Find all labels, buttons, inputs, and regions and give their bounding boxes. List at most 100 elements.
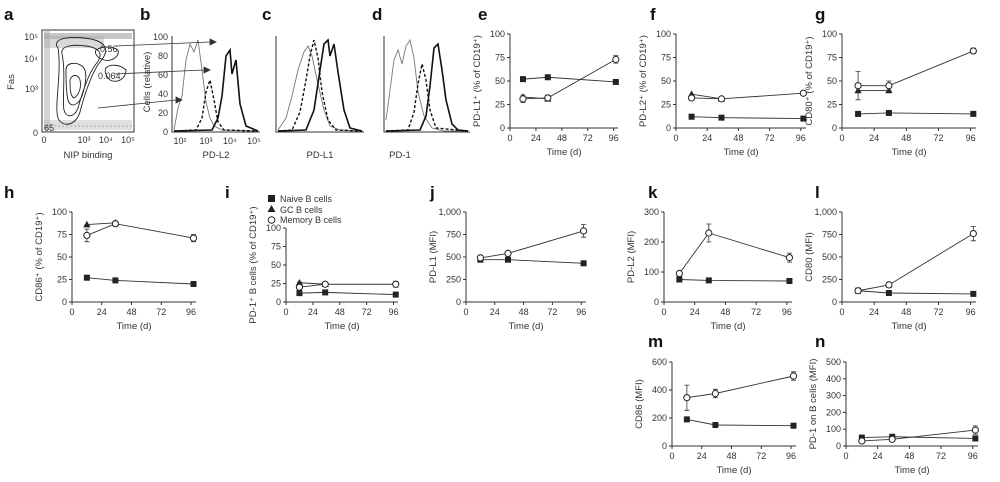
- panel-c-axes: [275, 36, 364, 133]
- panel-letter-j: j: [429, 183, 435, 202]
- panel-j-line-chart: 0 250 500 750 1,000 0 24 48 72 96 Time (d) PD-L1 (M…: [428, 207, 588, 332]
- panel-l-ytick-label: 0: [832, 297, 837, 307]
- panel-h-ytick-label: 50: [57, 252, 67, 262]
- panel-letter-g: g: [815, 5, 825, 24]
- panel-i-series-line: [299, 282, 326, 285]
- panel-j-xtick-label: 96: [576, 307, 586, 317]
- panel-m-xtick-label: 72: [756, 451, 766, 461]
- panel-n-ytick-label: 200: [826, 407, 841, 417]
- panel-b-ytick: 100: [153, 32, 168, 42]
- panel-m-xtick-label: 96: [786, 451, 796, 461]
- panel-i-ytick-label: 75: [271, 242, 281, 252]
- panel-d-axes: [383, 36, 470, 133]
- panel-k-point-naive: [786, 278, 793, 284]
- panel-h-point-memory: [83, 231, 91, 239]
- panel-l-ytick-label: 500: [822, 252, 837, 262]
- panel-j-ytick-label: 0: [456, 297, 461, 307]
- panel-a-xtick: 10⁵: [121, 135, 135, 145]
- panel-m-xtick-label: 48: [727, 451, 737, 461]
- panel-m-ylabel: CD86 (MFI): [634, 379, 645, 429]
- panel-b-thin-trace: [173, 39, 259, 132]
- legend-label-naive: Naive B cells: [280, 194, 333, 204]
- panel-b-xlabel: PD-L2: [203, 150, 230, 161]
- panel-n-series-line: [861, 429, 976, 442]
- panel-g-ytick-label: 100: [822, 29, 837, 39]
- panel-h-point-memory: [189, 234, 198, 242]
- panel-a-contour-plot: 0.56 0.064 65 0 10³ 10⁴ 10⁵ 0 10³ 10⁴ 10…: [6, 29, 135, 161]
- panel-g-ylabel: CD80⁺ (% of CD19⁺): [804, 36, 815, 125]
- panel-g-point-naive: [885, 109, 892, 116]
- panel-d-xlabel: PD-1: [389, 150, 411, 161]
- panel-b-ytick: 0: [163, 127, 168, 137]
- panel-k-ytick-label: 300: [644, 207, 659, 217]
- panel-i-ytick-label: 100: [266, 223, 281, 233]
- panel-e-xtick-label: 48: [557, 133, 567, 143]
- panel-j-point-memory: [580, 227, 588, 235]
- panel-m-ytick-label: 200: [652, 413, 667, 423]
- panel-a-xtick: 10³: [77, 135, 90, 145]
- panel-k-point-memory: [785, 254, 794, 262]
- panel-l-xtick-label: 0: [839, 307, 844, 317]
- panel-e-ytick-label: 0: [500, 123, 505, 133]
- panel-l-ylabel: CD80 (MFI): [804, 232, 815, 282]
- panel-b-ylabel: Cells (relative): [142, 52, 153, 113]
- panel-f-ylabel: PD-L2⁺ (% of CD19⁺): [638, 35, 649, 127]
- panel-j-point-memory: [504, 249, 512, 257]
- panel-g-point-naive: [970, 110, 977, 117]
- panel-a-contours: [56, 37, 127, 125]
- panel-m-point-memory: [683, 394, 691, 402]
- panel-h-ytick-label: 75: [57, 230, 67, 240]
- panel-f-point-naive: [718, 114, 725, 121]
- legend-marker-memory: [267, 216, 276, 224]
- panel-i-xtick-label: 72: [362, 307, 372, 317]
- panel-l-ytick-label: 250: [822, 275, 837, 285]
- panel-l-point-memory: [854, 287, 862, 295]
- panel-b-dashed-trace: [173, 77, 259, 132]
- panel-e-ytick-label: 100: [490, 29, 505, 39]
- panel-g-xtick-label: 72: [933, 133, 943, 143]
- panel-n-point-memory: [971, 426, 979, 434]
- panel-f-xtick-label: 24: [702, 133, 712, 143]
- panel-k-xtick-label: 96: [782, 307, 792, 317]
- panel-i-point-naive: [296, 290, 303, 297]
- panel-j-xtick-label: 48: [519, 307, 529, 317]
- panel-n-xtick-label: 72: [936, 451, 946, 461]
- panel-n-ytick-label: 0: [836, 441, 841, 451]
- panel-letter-e: e: [478, 5, 487, 24]
- panel-f-ytick-label: 100: [656, 29, 671, 39]
- panel-j-xtick-label: 0: [463, 307, 468, 317]
- panel-b-yticks: 0 20 40 60 80 100: [153, 32, 168, 137]
- panel-e-point-naive: [519, 76, 526, 83]
- line-chart-panels: 0 25 50 75 100 0 24 48 72 96 Time (d) PD-L1⁺ (% of …: [34, 29, 979, 476]
- panel-j-xtick-label: 24: [490, 307, 500, 317]
- panel-n-series-line: [861, 436, 976, 439]
- panel-g-ytick-label: 0: [832, 123, 837, 133]
- panel-l-xtick-label: 24: [869, 307, 879, 317]
- panel-h-point-naive: [83, 274, 90, 281]
- panel-a-ytick: 10³: [25, 84, 38, 94]
- panel-l-xtick-label: 72: [933, 307, 943, 317]
- panel-a-ylabel: Fas: [6, 74, 17, 90]
- panel-g-series-line: [858, 112, 974, 115]
- panel-k-ytick-label: 0: [654, 297, 659, 307]
- panel-n-ytick-label: 500: [826, 357, 841, 367]
- panel-g-point-naive: [855, 110, 862, 117]
- panel-letter-h: h: [4, 183, 14, 202]
- panel-h-ytick-label: 100: [52, 207, 67, 217]
- panel-m-series-line: [686, 375, 794, 399]
- panel-letter-i: i: [225, 183, 230, 202]
- panel-m-axes: [671, 362, 796, 447]
- panel-m-xlabel: Time (d): [716, 465, 751, 476]
- panel-d-solid-trace: [385, 42, 469, 132]
- panel-f-ytick-label: 50: [661, 76, 671, 86]
- panel-n-point-memory: [858, 437, 866, 445]
- panel-k-xlabel: Time (d): [710, 321, 745, 332]
- panel-i-point-naive: [392, 291, 399, 298]
- panel-l-xtick-label: 96: [966, 307, 976, 317]
- panel-e-ytick-label: 25: [495, 100, 505, 110]
- panel-letter-b: b: [140, 5, 150, 24]
- panel-k-line-chart: 0 100 200 300 0 24 48 72 96 Time (d) PD-L2 (MFI): [626, 207, 794, 332]
- panel-h-xlabel: Time (d): [116, 321, 151, 332]
- panel-h-line-chart: 0 25 50 75 100 0 24 48 72 96 Time (d) CD86⁺ (% of C…: [34, 207, 198, 332]
